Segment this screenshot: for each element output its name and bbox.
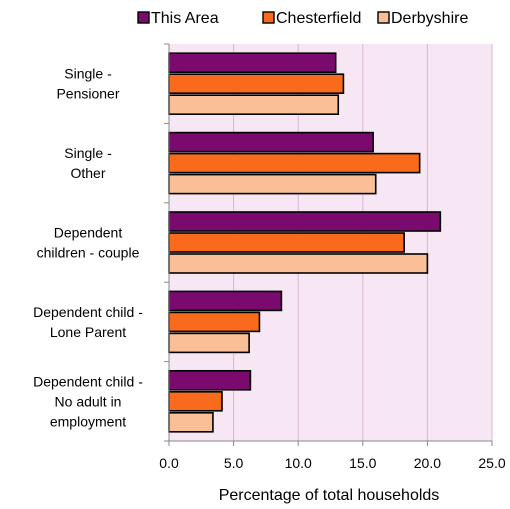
category-label: Lone Parent xyxy=(50,324,126,340)
category-label: Dependent child - xyxy=(33,304,143,320)
bar xyxy=(168,152,421,174)
bar xyxy=(168,390,223,412)
category-label: Dependent xyxy=(54,225,123,241)
x-tick-label: 20.0 xyxy=(414,455,441,471)
category-label: Dependent child - xyxy=(33,373,143,389)
bar xyxy=(168,232,405,253)
bar xyxy=(168,211,442,232)
x-tick-label: 0.0 xyxy=(159,455,179,471)
bar xyxy=(168,311,261,333)
category-label: Other xyxy=(70,165,105,181)
bar xyxy=(168,94,340,115)
x-tick-label: 15.0 xyxy=(349,455,376,471)
legend-label: Chesterfield xyxy=(276,10,361,27)
x-tick-label: 10.0 xyxy=(285,455,312,471)
category-label: employment xyxy=(50,413,126,429)
legend-label: This Area xyxy=(151,10,219,27)
bar xyxy=(168,73,345,94)
legend-swatch xyxy=(137,11,150,24)
x-axis-title: Percentage of total households xyxy=(219,487,440,504)
axes: 0.0 5.0 10.0 15.0 20.0 25.0 Single - Pensioner S… xyxy=(33,43,506,471)
bar xyxy=(168,411,214,433)
bars xyxy=(168,52,442,433)
category-label: Pensioner xyxy=(56,86,119,102)
bar xyxy=(168,332,250,354)
bar xyxy=(168,369,252,391)
category-label: children - couple xyxy=(37,245,140,261)
bar xyxy=(168,253,429,274)
legend-swatch xyxy=(262,11,275,24)
bar xyxy=(168,290,283,312)
category-label: Single - xyxy=(64,145,112,161)
bar xyxy=(168,173,377,195)
legend: This Area Chesterfield Derbyshire xyxy=(137,10,468,27)
legend-label: Derbyshire xyxy=(391,10,468,27)
category-label: No adult in xyxy=(55,393,122,409)
x-tick-label: 5.0 xyxy=(224,455,244,471)
category-label: Single - xyxy=(64,66,112,82)
bar xyxy=(168,131,374,153)
bar xyxy=(168,52,337,74)
legend-swatch xyxy=(377,11,390,24)
x-tick-label: 25.0 xyxy=(478,455,505,471)
